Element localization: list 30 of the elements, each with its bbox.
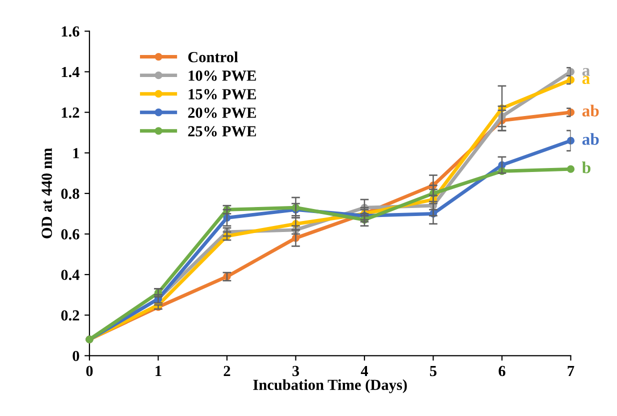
y-tick-label: 1.2	[62, 108, 80, 118]
x-tick-label: 5	[430, 366, 436, 376]
point	[566, 165, 575, 173]
legend-label: Control	[188, 52, 238, 62]
y-tick-label: 1.4	[62, 66, 80, 78]
x-tick-label: 7	[568, 366, 574, 376]
x-tick-label: 2	[224, 366, 230, 376]
legend-label: 15% PWE	[188, 89, 256, 100]
text: b	[582, 162, 590, 174]
y-tick-label: 1	[73, 148, 79, 158]
x-tick-label: 1	[156, 366, 162, 376]
text: ab	[582, 133, 599, 145]
x-tick-label: 3	[292, 366, 300, 376]
y-axis-title: OD at 440 nm	[42, 148, 52, 238]
legend-label: 25% PWE	[188, 126, 256, 136]
y-tick-label: 0.8	[61, 188, 80, 199]
x-axis-title: Incubation Time (Days)	[253, 379, 407, 394]
text: a	[582, 68, 590, 76]
legend-label: 20% PWE	[188, 108, 256, 118]
y-tick-label: 0.4	[61, 270, 80, 280]
x-tick-label: 4	[360, 366, 368, 376]
y-tick-label: 0	[72, 350, 80, 362]
y-tick-label: 0.6	[61, 229, 80, 240]
legend-label: 10% PWE	[188, 70, 256, 81]
text: ab	[582, 104, 599, 116]
text: a	[582, 76, 590, 84]
y-tick-label: 0.2	[61, 310, 80, 321]
x-tick-label: 6	[498, 366, 506, 376]
x-tick-label: 0	[86, 366, 93, 376]
y-tick-label: 1.6	[62, 26, 80, 37]
